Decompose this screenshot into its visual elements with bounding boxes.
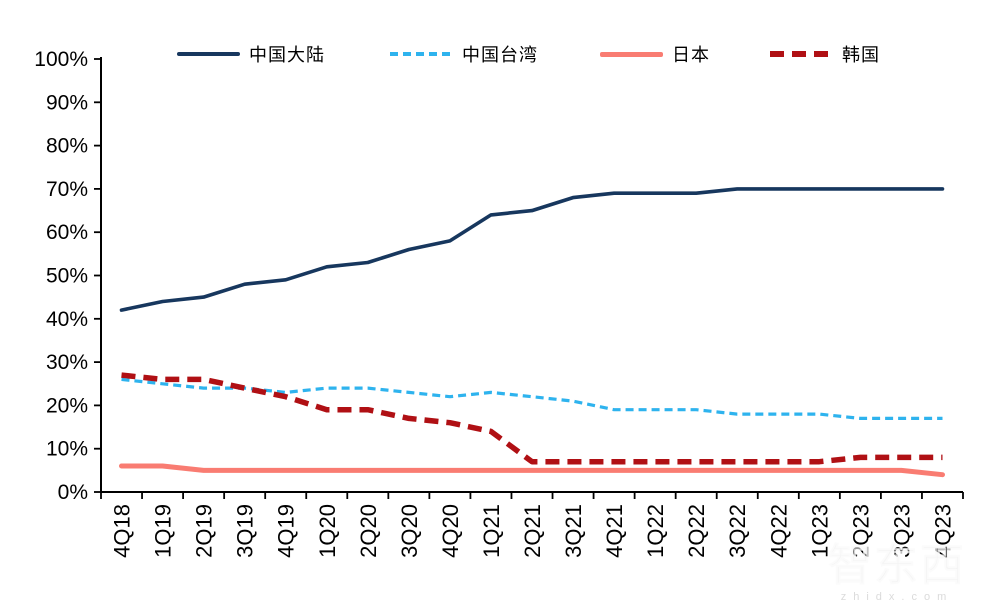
legend-line-sample-korea: [770, 51, 833, 57]
x-axis-tick-label: 4Q21: [602, 504, 627, 558]
legend-item-japan: 日本: [600, 42, 710, 66]
y-axis-tick-label: 60%: [46, 221, 88, 244]
legend-line-sample-japan: [600, 51, 663, 57]
legend-label-japan: 日本: [672, 45, 710, 65]
x-axis-tick-label: 4Q23: [930, 504, 955, 558]
y-axis-tick-label: 20%: [46, 394, 88, 417]
legend-label-taiwan: 中国台湾: [462, 45, 538, 65]
y-axis-tick-label: 80%: [46, 135, 88, 158]
x-axis-tick-label: 3Q22: [725, 504, 750, 558]
legend-line-sample-taiwan: [390, 52, 453, 56]
x-axis-tick-label: 1Q23: [807, 504, 832, 558]
x-axis-tick-label: 2Q23: [848, 504, 873, 558]
y-axis-tick-label: 0%: [58, 481, 88, 504]
legend-item-korea: 韩国: [770, 42, 880, 66]
legend-label-china-mainland: 中国大陆: [249, 45, 325, 65]
x-axis-tick-label: 2Q19: [192, 504, 217, 558]
chart-legend: 中国大陆 中国台湾 日本 韩国: [0, 0, 1000, 80]
legend-line-sample-china-mainland: [177, 52, 240, 56]
legend-item-china-mainland: 中国大陆: [177, 42, 325, 66]
x-axis-tick-label: 2Q20: [356, 504, 381, 558]
y-axis-tick-label: 90%: [46, 91, 88, 114]
x-axis-tick-label: 4Q20: [438, 504, 463, 558]
x-axis-tick-label: 1Q21: [479, 504, 504, 558]
y-axis-tick-label: 30%: [46, 351, 88, 374]
x-axis-tick-label: 3Q20: [397, 504, 422, 558]
x-axis-tick-label: 1Q22: [643, 504, 668, 558]
x-axis-tick-label: 4Q18: [110, 504, 135, 558]
series-line-1: [121, 377, 943, 420]
legend-item-taiwan: 中国台湾: [390, 42, 538, 66]
x-axis-tick-label: 3Q23: [889, 504, 914, 558]
series-line-0: [119, 187, 945, 312]
x-axis-tick-label: 4Q19: [274, 504, 299, 558]
legend-label-korea: 韩国: [842, 45, 880, 65]
y-axis-tick-label: 100%: [34, 48, 88, 71]
y-axis-tick-label: 70%: [46, 178, 88, 201]
series-line-2: [119, 463, 945, 478]
y-axis-tick-label: 50%: [46, 265, 88, 288]
x-axis-tick-label: 2Q21: [520, 504, 545, 558]
x-axis-tick-label: 4Q22: [766, 504, 791, 558]
x-axis-tick-label: 2Q22: [684, 504, 709, 558]
x-axis-tick-label: 3Q21: [561, 504, 586, 558]
x-axis-tick-label: 1Q19: [151, 504, 176, 558]
x-axis-tick-label: 1Q20: [315, 504, 340, 558]
series-line-3: [121, 372, 943, 465]
y-axis-tick-label: 10%: [46, 438, 88, 461]
y-axis-tick-label: 40%: [46, 308, 88, 331]
x-axis-tick-label: 3Q19: [233, 504, 258, 558]
